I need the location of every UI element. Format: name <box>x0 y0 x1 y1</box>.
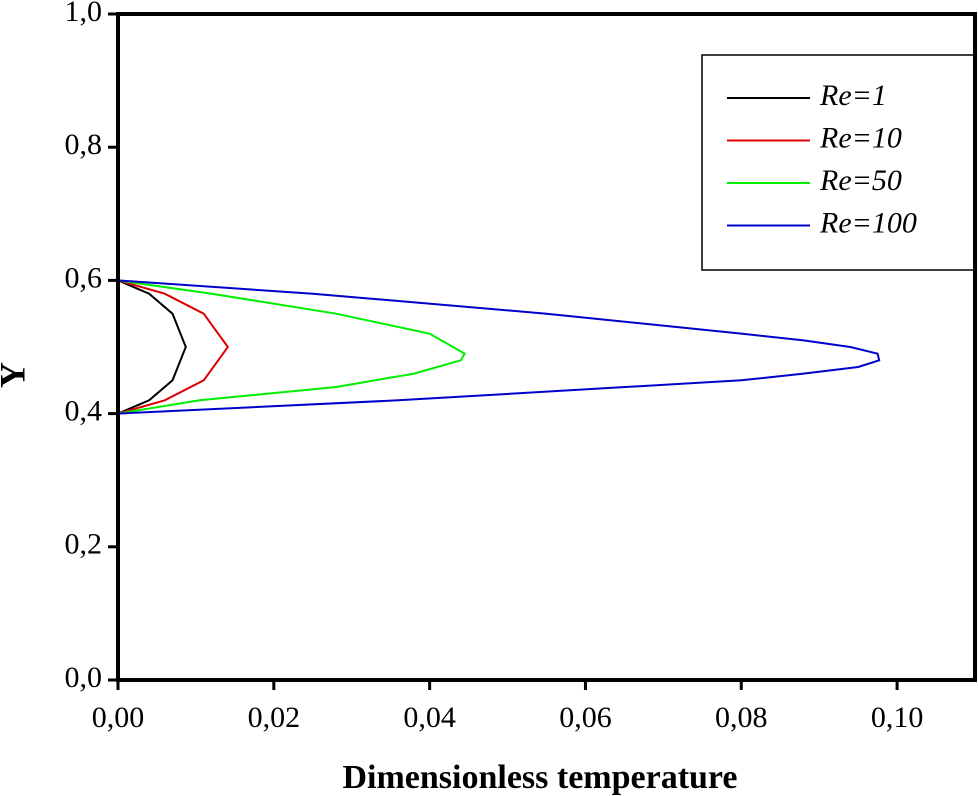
x-tick-label: 0,02 <box>248 701 301 734</box>
x-axis-label: Dimensionless temperature <box>342 759 737 796</box>
x-tick-label: 0,04 <box>403 701 456 734</box>
legend-label: Re=10 <box>819 121 902 154</box>
legend-label: Re=1 <box>819 79 887 112</box>
y-tick-label: 0,8 <box>65 128 103 161</box>
x-tick-label: 0,10 <box>871 701 924 734</box>
legend-label: Re=50 <box>819 164 902 197</box>
data-line <box>117 14 187 680</box>
y-tick-label: 0,4 <box>65 394 103 427</box>
data-line <box>117 14 230 680</box>
x-tick-label: 0,06 <box>559 701 612 734</box>
y-tick-label: 0,2 <box>65 528 103 561</box>
legend-label: Re=100 <box>819 206 917 239</box>
plot-frame <box>116 12 977 682</box>
data-line <box>117 14 467 680</box>
y-tick-label: 0,6 <box>65 261 103 294</box>
y-tick-label: 0,0 <box>65 661 103 694</box>
y-axis-label: Y <box>0 362 32 388</box>
x-tick-label: 0,00 <box>92 701 145 734</box>
legend-box <box>701 54 975 271</box>
x-tick-label: 0,08 <box>715 701 768 734</box>
data-line <box>117 14 881 680</box>
y-tick-label: 1,0 <box>65 0 103 28</box>
